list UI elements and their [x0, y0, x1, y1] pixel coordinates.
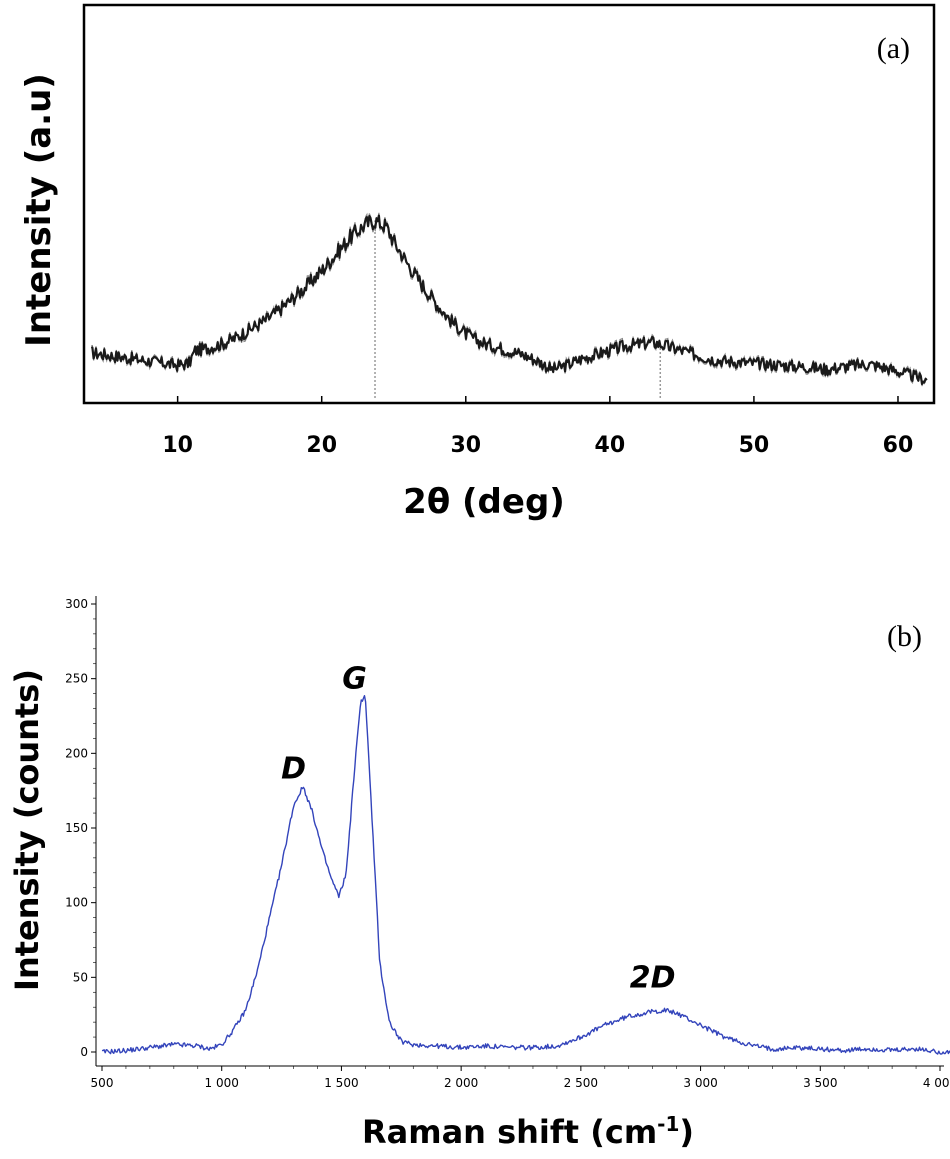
- panel-b-x-tick-label: 1 000: [205, 1076, 239, 1090]
- panel-b-y-tick-label: 250: [65, 672, 88, 686]
- panel-a-x-ticks: 10 20 30 40 50 60: [162, 396, 913, 458]
- panel-a-series-shadow: [91, 212, 928, 387]
- panel-b-x-tick-label: 3 500: [803, 1076, 837, 1090]
- panel-b-peak-label-2d: 2D: [630, 960, 676, 995]
- panel-b-x-axis-title-superscript: -1: [657, 1112, 679, 1136]
- panel-b-x-axis-title-end: ): [679, 1113, 694, 1151]
- panel-a-y-axis-title: Intensity (a.u): [19, 73, 59, 347]
- panel-b-x-tick-label: 1 500: [324, 1076, 358, 1090]
- panel-b-y-ticks: 0 50 100 150 200 250 300: [65, 597, 96, 1059]
- panel-a-x-tick-label: 30: [450, 433, 481, 458]
- panel-b-x-tick-label: 4 000: [923, 1076, 950, 1090]
- panel-b-x-tick-label: 3 000: [683, 1076, 717, 1090]
- panel-b-series: [101, 695, 950, 1055]
- panel-a: (a) 2θ (deg) Intensity (a.u) 10 20 30 40 50 6…: [19, 3, 936, 522]
- panel-a-x-tick-label: 40: [595, 433, 626, 458]
- panel-a-label: (a): [877, 32, 910, 65]
- panel-a-x-tick-label: 20: [306, 433, 337, 458]
- panel-a-x-tick-label: 60: [883, 433, 914, 458]
- panel-b-y-axis-title: Intensity (counts): [8, 669, 46, 991]
- panel-a-peak-markers: [374, 220, 662, 398]
- panel-b-peak-label-g: G: [342, 662, 367, 697]
- panel-a-x-tick-label: 50: [739, 433, 770, 458]
- panel-b-label: (b): [887, 620, 922, 653]
- panel-b-x-axis-title-main: Raman shift (cm: [362, 1113, 657, 1151]
- panel-b-peak-label-d: D: [281, 751, 306, 786]
- panel-b: (b) Raman shift (cm-1) Intensity (counts…: [8, 596, 950, 1151]
- panel-b-y-tick-label: 300: [65, 597, 88, 611]
- panel-b-y-tick-label: 0: [80, 1045, 88, 1059]
- panel-b-annotations: D G 2D: [281, 662, 675, 996]
- panel-a-x-axis-title: 2θ (deg): [403, 482, 565, 522]
- panel-b-y-tick-label: 50: [73, 970, 88, 984]
- panel-b-x-tick-label: 2 500: [564, 1076, 598, 1090]
- panel-b-series-line: [101, 695, 950, 1055]
- panel-a-series-line: [90, 214, 928, 385]
- panel-b-x-tick-label: 2 000: [444, 1076, 478, 1090]
- panel-b-x-tick-label: 500: [91, 1076, 114, 1090]
- panel-b-x-ticks: 500 1 000 1 500 2 000 2 500 3 000 3 500 4 000: [91, 1066, 950, 1090]
- panel-a-x-tick-label: 10: [162, 433, 193, 458]
- panel-b-x-axis-title: Raman shift (cm-1): [362, 1112, 694, 1151]
- panel-a-series: [90, 212, 928, 387]
- panel-a-plot-frame: [82, 3, 936, 405]
- panel-b-y-tick-label: 200: [65, 746, 88, 760]
- panel-b-y-tick-label: 100: [65, 896, 88, 910]
- panel-b-y-tick-label: 150: [65, 821, 88, 835]
